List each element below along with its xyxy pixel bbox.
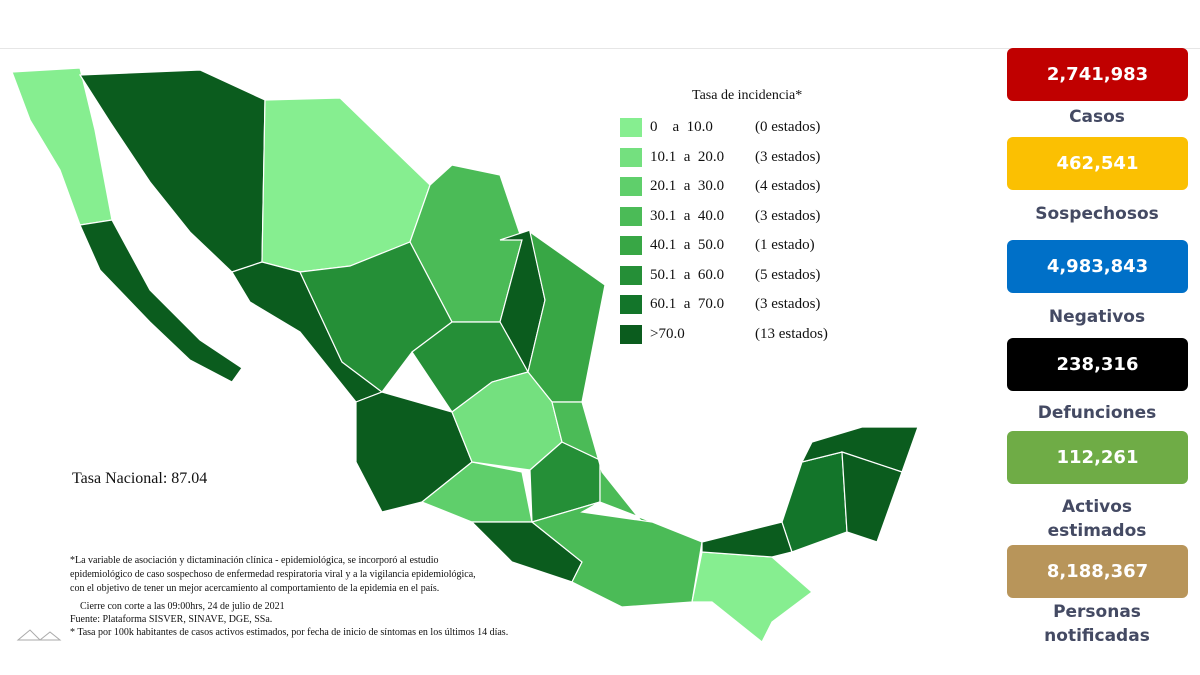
stat-card: 8,188,367	[1007, 545, 1188, 598]
stat-card: 462,541	[1007, 137, 1188, 190]
legend-count: (0 estados)	[755, 119, 821, 135]
legend-swatch	[620, 324, 642, 344]
national-rate: Tasa Nacional: 87.04	[72, 470, 208, 487]
legend-range: 20.1 a 30.0	[650, 178, 725, 194]
legend-range: 0 a 10.0	[650, 119, 713, 135]
footnote-line: Cierre con corte a las 09:00hrs, 24 de j…	[80, 601, 285, 612]
legend-range: 40.1 a 50.0	[650, 237, 725, 253]
legend-range: 30.1 a 40.0	[650, 207, 725, 224]
legend-swatch	[620, 206, 642, 226]
stat-card: 4,983,843	[1007, 240, 1188, 293]
legend-range: >70.0	[650, 325, 685, 342]
legend-range: 10.1 a 20.0	[650, 148, 725, 165]
legend-count: (4 estados)	[755, 178, 821, 194]
legend-swatch	[620, 265, 642, 285]
legend-swatch	[620, 295, 642, 314]
stat-card: 238,316	[1007, 338, 1188, 391]
stat-label: Negativos	[1048, 307, 1146, 327]
stat-label: Defunciones	[1037, 403, 1157, 423]
top-bar	[0, 0, 1200, 49]
footnote-line: epidemiológico de caso sospechoso de enf…	[70, 569, 476, 580]
footnote-line: *La variable de asociación y dictaminaci…	[70, 555, 439, 566]
footnote-line: con el objetivo de tener un mejor acerca…	[70, 583, 440, 594]
legend-count: (3 estados)	[755, 148, 821, 165]
stat-label: Sospechosos	[1035, 204, 1159, 224]
legend-count: (3 estados)	[755, 296, 821, 312]
legend-swatch	[620, 236, 642, 255]
stat-label: Casos	[1069, 107, 1125, 127]
footnote-line: * Tasa por 100k habitantes de casos acti…	[70, 627, 509, 638]
legend-title: Tasa de incidencia*	[692, 88, 803, 103]
legend-range: 60.1 a 70.0	[650, 296, 725, 312]
stat-card: 2,741,983	[1007, 48, 1188, 101]
stat-label: Activos estimados	[1047, 497, 1147, 541]
legend-count: (13 estados)	[755, 325, 828, 342]
legend-swatch	[620, 118, 642, 137]
legend-swatch	[620, 177, 642, 196]
legend-range: 50.1 a 60.0	[650, 266, 725, 283]
legend-count: (1 estado)	[755, 237, 815, 253]
legend-count: (5 estados)	[755, 266, 821, 283]
footnote-line: Fuente: Plataforma SISVER, SINAVE, DGE, …	[70, 614, 273, 625]
stat-card: 112,261	[1007, 431, 1188, 484]
stat-label: Personas notificadas	[1044, 602, 1150, 646]
map	[11, 67, 919, 643]
legend-swatch	[620, 147, 642, 167]
legend-count: (3 estados)	[755, 207, 821, 224]
